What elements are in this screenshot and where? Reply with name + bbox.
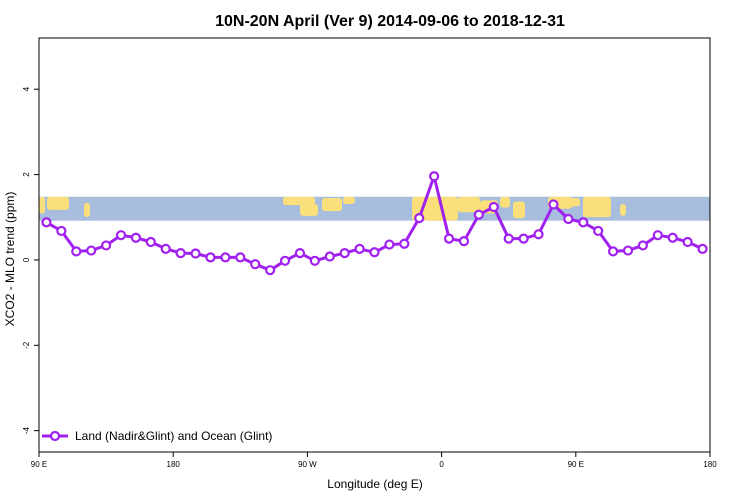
- data-point: [548, 199, 559, 210]
- data-point: [145, 236, 156, 248]
- data-point: [86, 245, 97, 256]
- data-point: [294, 248, 306, 259]
- map-band-land: [500, 196, 510, 208]
- map-band-land: [458, 196, 480, 213]
- data-point: [443, 233, 455, 244]
- data-point: [190, 248, 201, 259]
- map-band-land: [300, 203, 318, 216]
- data-point: [473, 209, 484, 220]
- data-point: [160, 243, 171, 254]
- map-band-land: [39, 196, 45, 214]
- data-point: [622, 245, 634, 256]
- x-tick-label: 180: [703, 460, 717, 469]
- data-point: [309, 255, 320, 266]
- data-point: [324, 251, 335, 262]
- x-axis-label: Longitude (deg E): [327, 477, 422, 491]
- plot-frame: [38, 37, 711, 453]
- map-band-land: [568, 197, 580, 207]
- map-band-land: [84, 202, 90, 218]
- data-point: [563, 213, 574, 225]
- data-point: [115, 230, 127, 241]
- x-tick-label: 90 W: [298, 460, 317, 469]
- data-point: [697, 243, 708, 254]
- data-point: [220, 252, 231, 263]
- data-point: [250, 259, 261, 270]
- data-point: [100, 240, 112, 251]
- y-axis-label: XCO2 - MLO trend (ppm): [3, 192, 17, 327]
- data-point: [399, 238, 410, 249]
- legend: Land (Nadir&Glint) and Ocean (Glint): [42, 429, 272, 443]
- data-point: [488, 201, 499, 213]
- map-band-land: [322, 197, 342, 212]
- data-point: [235, 252, 246, 263]
- legend-marker-swatch: [49, 430, 61, 442]
- data-point: [41, 217, 52, 228]
- data-point: [384, 239, 395, 250]
- map-band-land: [513, 201, 525, 219]
- x-tick-label: 0: [439, 460, 444, 469]
- data-point: [175, 248, 186, 259]
- data-point: [518, 233, 529, 244]
- data-point: [533, 229, 544, 240]
- data-point: [593, 225, 604, 237]
- data-point: [652, 230, 663, 241]
- data-point: [682, 236, 693, 248]
- data-point: [354, 243, 365, 254]
- data-point: [279, 255, 291, 266]
- data-point: [578, 217, 589, 228]
- data-point: [205, 252, 216, 263]
- map-band-land: [583, 196, 611, 218]
- data-point: [667, 232, 678, 243]
- data-point: [637, 240, 649, 251]
- map-band-land: [283, 196, 315, 206]
- data-point: [414, 213, 425, 224]
- plot-area: [39, 171, 710, 276]
- x-tick-label: 180: [167, 460, 181, 469]
- data-point: [503, 233, 514, 244]
- x-tick-label: 90 E: [31, 460, 47, 469]
- y-tick-label: -2: [22, 341, 31, 349]
- data-point: [369, 247, 380, 258]
- data-point: [56, 225, 67, 237]
- map-band-ocean: [39, 196, 710, 221]
- data-point: [458, 236, 470, 247]
- chart-title: 10N-20N April (Ver 9) 2014-09-06 to 2018…: [215, 13, 565, 30]
- map-band-land: [620, 203, 626, 216]
- y-tick-label: -4: [22, 427, 31, 435]
- map-band-land: [343, 196, 355, 204]
- data-point: [130, 232, 142, 243]
- y-tick-label: 2: [22, 172, 31, 177]
- data-point: [339, 248, 350, 259]
- x-tick-label: 90 E: [568, 460, 584, 469]
- data-point: [607, 246, 619, 257]
- data-point: [265, 265, 276, 276]
- y-tick-label: 0: [22, 257, 31, 262]
- map-band-land: [47, 196, 69, 210]
- y-axis: -4 -2 0 2 4: [22, 86, 39, 434]
- y-tick-label: 4: [22, 86, 31, 91]
- legend-label: Land (Nadir&Glint) and Ocean (Glint): [75, 429, 272, 443]
- data-point: [429, 171, 440, 182]
- data-point: [71, 246, 82, 257]
- x-axis: 90 E 180 90 W 0 90 E 180: [31, 452, 717, 469]
